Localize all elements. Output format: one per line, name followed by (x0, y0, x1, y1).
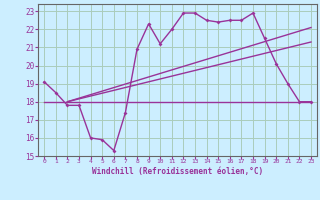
X-axis label: Windchill (Refroidissement éolien,°C): Windchill (Refroidissement éolien,°C) (92, 167, 263, 176)
